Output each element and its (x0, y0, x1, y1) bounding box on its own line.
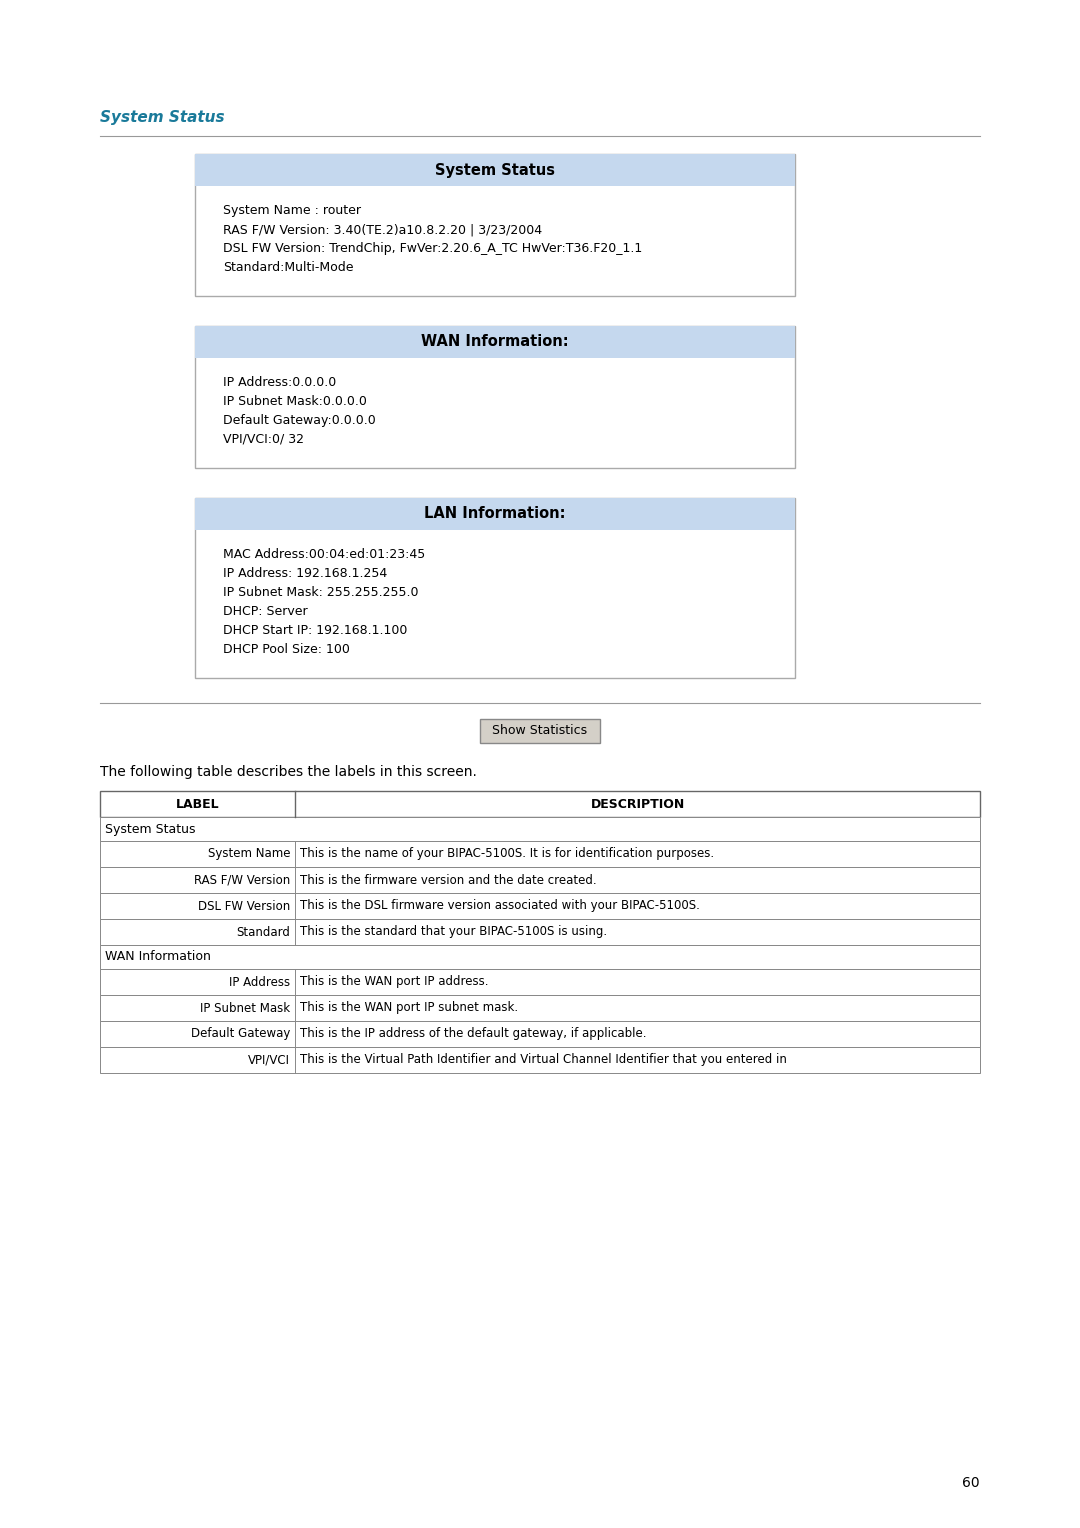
Bar (100, 944, 980, 969)
Text: IP Subnet Mask: IP Subnet Mask (200, 1001, 291, 1015)
Bar (100, 995, 980, 1021)
Text: RAS F/W Version: RAS F/W Version (193, 874, 291, 886)
Text: System Status: System Status (100, 110, 225, 125)
Text: This is the Virtual Path Identifier and Virtual Channel Identifier that you ente: This is the Virtual Path Identifier and … (300, 1053, 787, 1067)
Text: This is the WAN port IP subnet mask.: This is the WAN port IP subnet mask. (300, 1001, 518, 1015)
Text: This is the firmware version and the date created.: This is the firmware version and the dat… (300, 874, 596, 886)
Text: IP Address:0.0.0.0: IP Address:0.0.0.0 (222, 376, 336, 390)
Text: This is the name of your BIPAC-5100S. It is for identification purposes.: This is the name of your BIPAC-5100S. It… (300, 848, 714, 860)
FancyBboxPatch shape (480, 720, 600, 743)
Text: WAN Information:: WAN Information: (421, 335, 569, 350)
Text: Standard:Multi-Mode: Standard:Multi-Mode (222, 261, 353, 274)
Text: System Status: System Status (435, 162, 555, 177)
Text: VPI/VCI: VPI/VCI (248, 1053, 291, 1067)
Text: LABEL: LABEL (176, 798, 219, 810)
Bar (195, 154, 795, 186)
Text: LAN Information:: LAN Information: (424, 506, 566, 521)
Text: DSL FW Version: TrendChip, FwVer:2.20.6_A_TC HwVer:T36.F20_1.1: DSL FW Version: TrendChip, FwVer:2.20.6_… (222, 241, 643, 255)
Bar (100, 1021, 980, 1047)
Text: DESCRIPTION: DESCRIPTION (591, 798, 685, 810)
Text: System Name : router: System Name : router (222, 205, 361, 217)
Text: VPI/VCI:0/ 32: VPI/VCI:0/ 32 (222, 432, 303, 446)
Text: IP Address: 192.168.1.254: IP Address: 192.168.1.254 (222, 567, 388, 581)
Bar (195, 325, 795, 358)
Text: DHCP Start IP: 192.168.1.100: DHCP Start IP: 192.168.1.100 (222, 623, 407, 637)
Text: IP Subnet Mask:0.0.0.0: IP Subnet Mask:0.0.0.0 (222, 396, 367, 408)
Text: MAC Address:00:04:ed:01:23:45: MAC Address:00:04:ed:01:23:45 (222, 549, 426, 561)
Bar (100, 918, 980, 944)
Bar (195, 325, 795, 468)
Text: WAN Information: WAN Information (105, 950, 211, 964)
Bar (100, 792, 980, 817)
Text: RAS F/W Version: 3.40(TE.2)a10.8.2.20 | 3/23/2004: RAS F/W Version: 3.40(TE.2)a10.8.2.20 | … (222, 223, 542, 235)
Text: This is the DSL firmware version associated with your BIPAC-5100S.: This is the DSL firmware version associa… (300, 900, 700, 912)
Text: Default Gateway:0.0.0.0: Default Gateway:0.0.0.0 (222, 414, 376, 426)
Bar (100, 969, 980, 995)
Bar (100, 840, 980, 866)
Bar (195, 154, 795, 296)
Bar (100, 892, 980, 918)
Text: This is the IP address of the default gateway, if applicable.: This is the IP address of the default ga… (300, 1027, 647, 1041)
Text: Default Gateway: Default Gateway (191, 1027, 291, 1041)
Bar (100, 866, 980, 892)
Bar (100, 817, 980, 840)
Text: This is the WAN port IP address.: This is the WAN port IP address. (300, 975, 488, 989)
Text: This is the standard that your BIPAC-5100S is using.: This is the standard that your BIPAC-510… (300, 926, 607, 938)
Text: Standard: Standard (237, 926, 291, 938)
Text: 60: 60 (962, 1476, 980, 1490)
Text: Show Statistics: Show Statistics (492, 724, 588, 738)
Text: DSL FW Version: DSL FW Version (198, 900, 291, 912)
Text: IP Address: IP Address (229, 975, 291, 989)
Text: System Status: System Status (105, 822, 195, 836)
Text: DHCP Pool Size: 100: DHCP Pool Size: 100 (222, 643, 350, 656)
Text: DHCP: Server: DHCP: Server (222, 605, 308, 617)
Text: System Name: System Name (207, 848, 291, 860)
Bar (195, 498, 795, 678)
Text: The following table describes the labels in this screen.: The following table describes the labels… (100, 766, 477, 779)
Text: IP Subnet Mask: 255.255.255.0: IP Subnet Mask: 255.255.255.0 (222, 587, 419, 599)
Bar (195, 498, 795, 530)
Bar (100, 1047, 980, 1073)
